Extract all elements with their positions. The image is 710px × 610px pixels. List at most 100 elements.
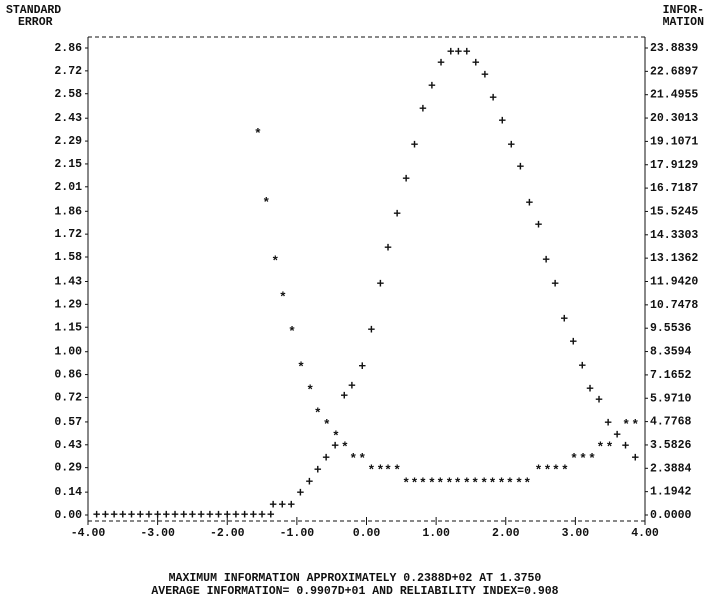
y2-tick-label: 11.9420 xyxy=(650,276,698,289)
y-tick-label: 1.29 xyxy=(54,298,82,311)
point: * xyxy=(393,463,401,478)
y-tick-label: 2.58 xyxy=(54,88,82,101)
y2-tick-label: 8.3594 xyxy=(650,346,692,359)
point: * xyxy=(445,476,453,491)
point: + xyxy=(569,334,577,349)
point: + xyxy=(586,382,594,397)
chart: STANDARD ERROR INFOR- MATION MAXIMUM INF… xyxy=(0,0,710,610)
point: * xyxy=(279,290,287,305)
point: * xyxy=(254,127,262,142)
y-tick-label: 0.57 xyxy=(54,416,82,429)
point: + xyxy=(241,507,249,522)
point: * xyxy=(579,452,587,467)
y-tick-label: 1.00 xyxy=(54,346,82,359)
point: * xyxy=(377,463,385,478)
point: + xyxy=(472,55,480,70)
y-tick-label: 1.86 xyxy=(54,205,82,218)
point: + xyxy=(358,359,366,374)
point: + xyxy=(481,67,489,82)
point: * xyxy=(544,463,552,478)
point: + xyxy=(206,507,214,522)
y-tick-label: 0.29 xyxy=(54,462,82,475)
point: + xyxy=(249,507,257,522)
y2-tick-label: 1.1942 xyxy=(650,486,692,499)
point: + xyxy=(93,507,101,522)
point: + xyxy=(162,507,170,522)
x-tick-label: -4.00 xyxy=(71,527,106,540)
point: + xyxy=(278,497,286,512)
point: + xyxy=(489,90,497,105)
point: + xyxy=(154,507,162,522)
point: * xyxy=(588,452,596,467)
point: * xyxy=(419,476,427,491)
point: + xyxy=(454,44,462,59)
point: + xyxy=(595,392,603,407)
point: * xyxy=(498,476,506,491)
point: * xyxy=(552,463,560,478)
point: * xyxy=(402,476,410,491)
y-tick-label: 2.86 xyxy=(54,42,82,55)
point: * xyxy=(463,476,471,491)
point: + xyxy=(145,507,153,522)
point: + xyxy=(322,450,330,465)
point: * xyxy=(367,463,375,478)
point: * xyxy=(349,452,357,467)
y-tick-label: 0.72 xyxy=(54,391,82,404)
point: + xyxy=(136,507,144,522)
y2-tick-label: 20.3013 xyxy=(650,112,698,125)
point: + xyxy=(542,252,550,267)
y2-tick-label: 7.1652 xyxy=(650,369,692,382)
point: * xyxy=(606,440,614,455)
y-tick-label: 1.15 xyxy=(54,321,82,334)
y-tick-label: 2.15 xyxy=(54,158,82,171)
point: * xyxy=(622,417,630,432)
point: + xyxy=(498,113,506,128)
y2-tick-label: 21.4955 xyxy=(650,89,698,102)
point: * xyxy=(314,406,322,421)
point: + xyxy=(622,438,630,453)
point: * xyxy=(523,476,531,491)
y2-tick-label: 4.7768 xyxy=(650,416,692,429)
y-tick-label: 0.14 xyxy=(54,486,82,499)
footer-line: AVERAGE INFORMATION= 0.9907D+01 AND RELI… xyxy=(151,585,558,598)
x-tick-label: -3.00 xyxy=(140,527,175,540)
y2-tick-label: 16.7187 xyxy=(650,182,698,195)
y-tick-label: 1.43 xyxy=(54,276,82,289)
point: + xyxy=(384,241,392,256)
point: + xyxy=(215,507,223,522)
point: * xyxy=(480,476,488,491)
point: * xyxy=(271,254,279,269)
point: * xyxy=(631,417,639,432)
x-tick-label: 1.00 xyxy=(422,527,450,540)
point: * xyxy=(535,463,543,478)
point: * xyxy=(262,195,270,210)
point: + xyxy=(197,507,205,522)
point: + xyxy=(119,507,127,522)
point: * xyxy=(454,476,462,491)
point: * xyxy=(506,476,514,491)
y-tick-label: 2.29 xyxy=(54,135,82,148)
point: + xyxy=(367,322,375,337)
point: + xyxy=(402,172,410,187)
point: * xyxy=(471,476,479,491)
y2-tick-label: 14.3303 xyxy=(650,229,698,242)
point: + xyxy=(171,507,179,522)
y2-tick-label: 19.1071 xyxy=(650,135,698,148)
y2-tick-label: 2.3884 xyxy=(650,462,692,475)
x-tick-label: 4.00 xyxy=(631,527,659,540)
point: + xyxy=(348,378,356,393)
y-tick-label: 0.86 xyxy=(54,369,82,382)
y-label: ERROR xyxy=(18,16,53,29)
point: + xyxy=(296,485,304,500)
x-tick-label: -2.00 xyxy=(210,527,245,540)
y2-tick-label: 10.7478 xyxy=(650,299,698,312)
point: + xyxy=(578,358,586,373)
y-tick-label: 2.72 xyxy=(54,65,82,78)
y2-label: MATION xyxy=(663,16,705,29)
point: + xyxy=(393,207,401,222)
point: + xyxy=(189,507,197,522)
point: + xyxy=(604,416,612,431)
point: + xyxy=(631,450,639,465)
point: + xyxy=(437,55,445,70)
x-tick-label: 3.00 xyxy=(562,527,590,540)
